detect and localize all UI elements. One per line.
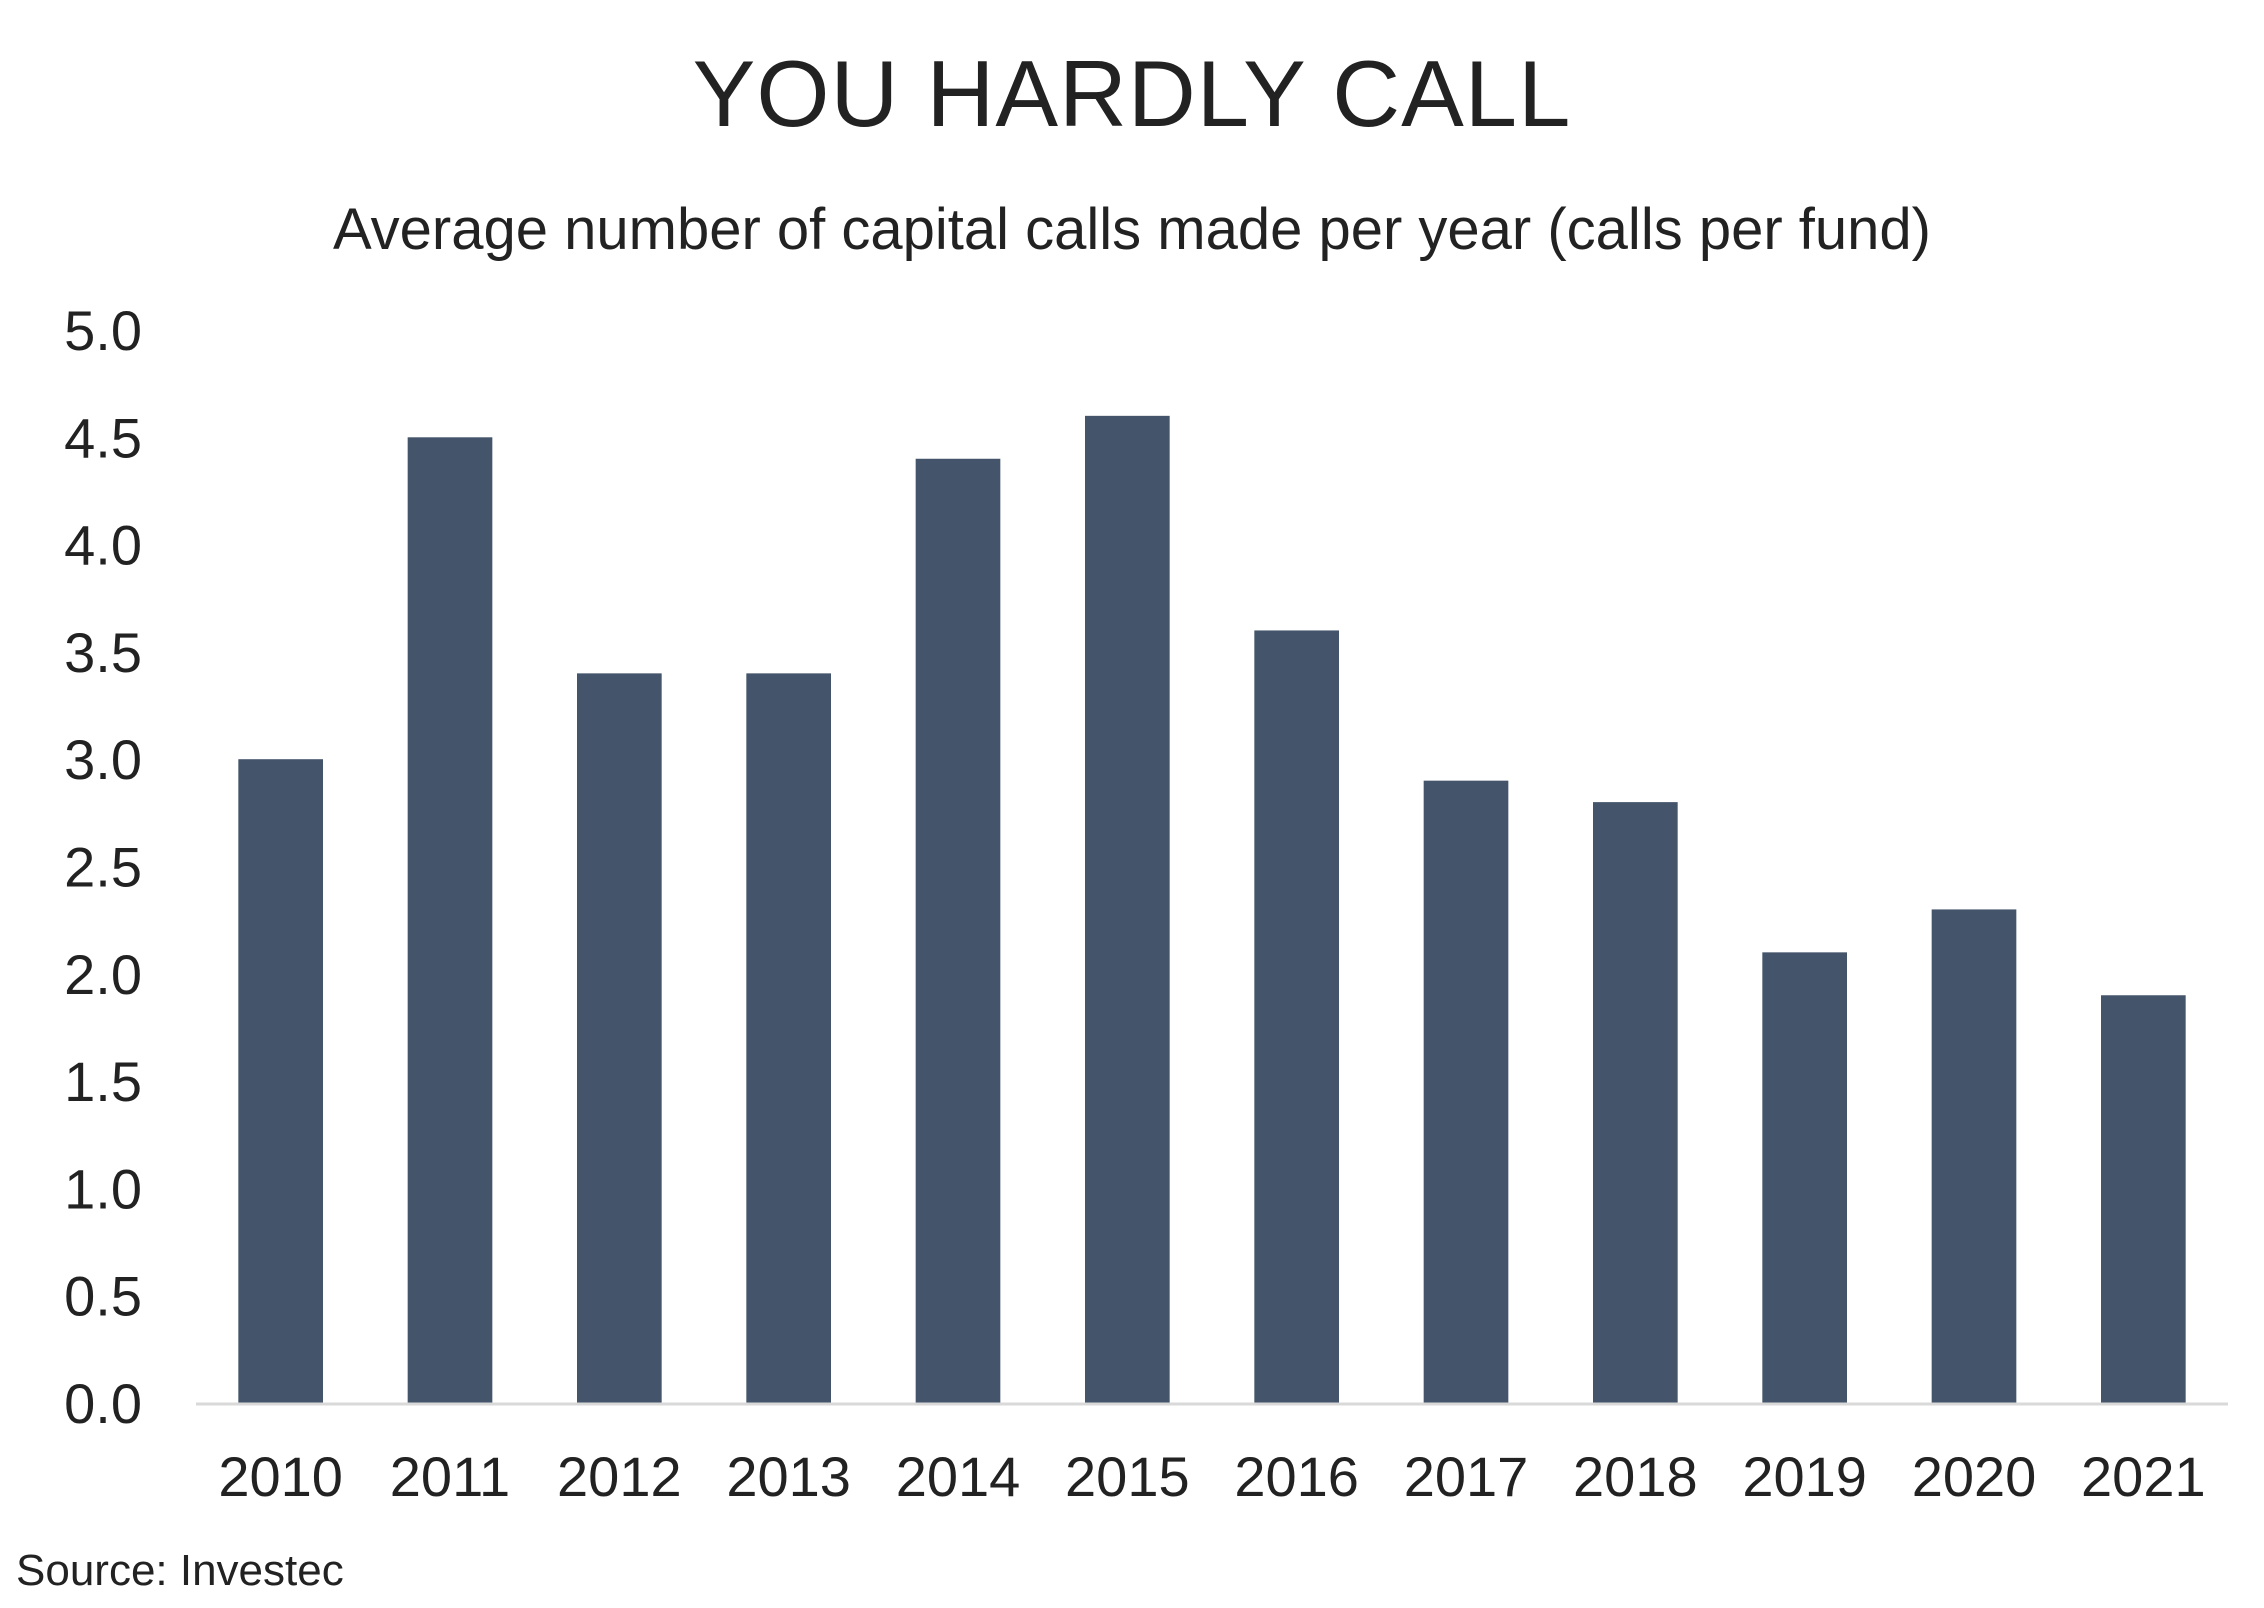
x-tick-label: 2012 [557, 1445, 682, 1508]
x-tick-label: 2016 [1234, 1445, 1359, 1508]
source-note: Source: Investec [16, 1546, 344, 1595]
x-tick-label: 2010 [218, 1445, 343, 1508]
chart-subtitle: Average number of capital calls made per… [333, 197, 1931, 262]
bar-2018 [1593, 802, 1678, 1403]
y-tick-label: 2.5 [64, 836, 142, 899]
bar-2015 [1085, 415, 1170, 1404]
bar-2019 [1762, 952, 1847, 1403]
y-tick-label: 5.0 [64, 299, 142, 362]
chart-title: YOU HARDLY CALL [692, 41, 1572, 146]
bar-2014 [915, 458, 1001, 1403]
bar-2010 [238, 759, 323, 1403]
x-axis-ticks: 2010 2011 2012 2013 2014 2015 2016 2017 2018 2019… [218, 1445, 2205, 1508]
x-tick-label: 2011 [390, 1445, 510, 1508]
bars [238, 415, 2186, 1404]
y-tick-label: 1.0 [64, 1157, 142, 1220]
x-tick-label: 2019 [1742, 1445, 1867, 1508]
bar-2017 [1423, 780, 1509, 1403]
y-tick-label: 3.0 [64, 728, 142, 791]
y-tick-label: 4.5 [64, 406, 142, 469]
bar-2012 [577, 673, 662, 1403]
bar-2016 [1254, 630, 1339, 1403]
x-tick-label: 2018 [1573, 1445, 1698, 1508]
x-tick-label: 2021 [2081, 1445, 2206, 1508]
x-tick-label: 2020 [1912, 1445, 2037, 1508]
bar-2021 [2101, 995, 2186, 1403]
bar-2011 [407, 437, 493, 1403]
y-tick-label: 2.0 [64, 943, 142, 1006]
y-tick-label: 0.5 [64, 1265, 142, 1328]
x-tick-label: 2017 [1404, 1445, 1529, 1508]
x-tick-label: 2015 [1065, 1445, 1190, 1508]
bar-2013 [746, 673, 831, 1403]
bar-2020 [1931, 909, 2017, 1403]
y-axis-ticks: 0.0 0.5 1.0 1.5 2.0 2.5 3.0 3.5 4.0 4.5 5.0 [64, 299, 142, 1435]
y-tick-label: 4.0 [64, 514, 142, 577]
x-tick-label: 2014 [896, 1445, 1021, 1508]
x-tick-label: 2013 [726, 1445, 851, 1508]
y-tick-label: 0.0 [64, 1372, 142, 1435]
y-tick-label: 1.5 [64, 1050, 142, 1113]
y-tick-label: 3.5 [64, 621, 142, 684]
